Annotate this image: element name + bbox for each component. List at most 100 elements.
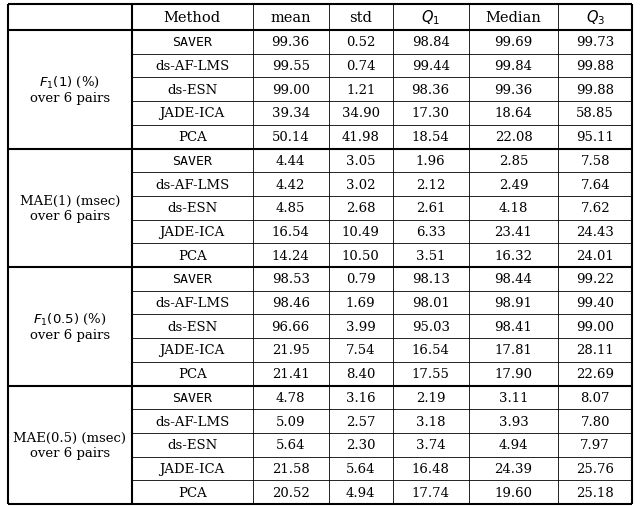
Text: 3.74: 3.74 (416, 438, 445, 451)
Text: 4.78: 4.78 (276, 391, 305, 404)
Text: 17.81: 17.81 (495, 344, 532, 357)
Text: 0.52: 0.52 (346, 36, 375, 49)
Text: 99.88: 99.88 (576, 60, 614, 73)
Text: 7.97: 7.97 (580, 438, 610, 451)
Text: 96.66: 96.66 (271, 320, 310, 333)
Text: 22.69: 22.69 (576, 367, 614, 380)
Text: ds-ESN: ds-ESN (167, 438, 217, 451)
Text: 17.30: 17.30 (412, 107, 450, 120)
Text: ds-AF-LMS: ds-AF-LMS (155, 178, 229, 191)
Text: ds-AF-LMS: ds-AF-LMS (155, 60, 229, 73)
Text: 2.68: 2.68 (346, 202, 376, 215)
Text: 24.01: 24.01 (577, 249, 614, 262)
Text: 0.79: 0.79 (346, 273, 376, 286)
Text: ds-ESN: ds-ESN (167, 320, 217, 333)
Text: SAVER: SAVER (172, 36, 212, 49)
Text: JADE-ICA: JADE-ICA (159, 107, 225, 120)
Text: JADE-ICA: JADE-ICA (159, 344, 225, 357)
Text: 99.44: 99.44 (412, 60, 450, 73)
Text: 6.33: 6.33 (416, 225, 445, 239)
Text: 4.94: 4.94 (346, 486, 376, 499)
Text: 99.36: 99.36 (495, 83, 532, 97)
Text: SAVER: SAVER (172, 273, 212, 286)
Text: 2.49: 2.49 (499, 178, 528, 191)
Text: ds-ESN: ds-ESN (167, 83, 217, 97)
Text: 24.39: 24.39 (495, 462, 532, 475)
Text: 21.41: 21.41 (272, 367, 310, 380)
Text: 17.90: 17.90 (495, 367, 532, 380)
Text: 7.80: 7.80 (580, 415, 610, 428)
Text: Method: Method (164, 11, 221, 25)
Text: Median: Median (486, 11, 541, 25)
Text: 8.40: 8.40 (346, 367, 375, 380)
Text: 14.24: 14.24 (272, 249, 310, 262)
Text: $Q_1$: $Q_1$ (421, 9, 440, 27)
Text: 1.96: 1.96 (416, 155, 445, 167)
Text: 99.84: 99.84 (495, 60, 532, 73)
Text: 99.36: 99.36 (271, 36, 310, 49)
Text: 99.00: 99.00 (576, 320, 614, 333)
Text: 28.11: 28.11 (577, 344, 614, 357)
Text: 1.69: 1.69 (346, 296, 376, 309)
Text: 3.18: 3.18 (416, 415, 445, 428)
Text: PCA: PCA (178, 249, 207, 262)
Text: ds-AF-LMS: ds-AF-LMS (155, 296, 229, 309)
Text: 99.55: 99.55 (271, 60, 310, 73)
Text: 16.54: 16.54 (412, 344, 449, 357)
Text: 95.03: 95.03 (412, 320, 450, 333)
Text: 25.76: 25.76 (576, 462, 614, 475)
Text: 23.41: 23.41 (495, 225, 532, 239)
Text: 25.18: 25.18 (577, 486, 614, 499)
Text: 41.98: 41.98 (342, 131, 380, 144)
Text: 3.16: 3.16 (346, 391, 376, 404)
Text: 98.36: 98.36 (412, 83, 450, 97)
Text: 7.62: 7.62 (580, 202, 610, 215)
Text: $Q_3$: $Q_3$ (586, 9, 605, 27)
Text: 98.53: 98.53 (271, 273, 310, 286)
Text: 4.44: 4.44 (276, 155, 305, 167)
Text: PCA: PCA (178, 367, 207, 380)
Text: 17.55: 17.55 (412, 367, 449, 380)
Text: 99.00: 99.00 (271, 83, 310, 97)
Text: 4.85: 4.85 (276, 202, 305, 215)
Text: 0.74: 0.74 (346, 60, 376, 73)
Text: 34.90: 34.90 (342, 107, 380, 120)
Text: 2.12: 2.12 (416, 178, 445, 191)
Text: 99.22: 99.22 (576, 273, 614, 286)
Text: 7.54: 7.54 (346, 344, 376, 357)
Text: 98.44: 98.44 (495, 273, 532, 286)
Text: MAE(0.5) (msec)
over 6 pairs: MAE(0.5) (msec) over 6 pairs (13, 431, 126, 459)
Text: 5.09: 5.09 (276, 415, 305, 428)
Text: 99.88: 99.88 (576, 83, 614, 97)
Text: 4.42: 4.42 (276, 178, 305, 191)
Text: 99.69: 99.69 (495, 36, 532, 49)
Text: 17.74: 17.74 (412, 486, 450, 499)
Text: 8.07: 8.07 (580, 391, 610, 404)
Text: 16.54: 16.54 (272, 225, 310, 239)
Text: 2.57: 2.57 (346, 415, 376, 428)
Text: 98.01: 98.01 (412, 296, 449, 309)
Text: 3.11: 3.11 (499, 391, 528, 404)
Text: PCA: PCA (178, 131, 207, 144)
Text: 50.14: 50.14 (272, 131, 310, 144)
Text: 10.49: 10.49 (342, 225, 380, 239)
Text: 20.52: 20.52 (272, 486, 310, 499)
Text: std: std (349, 11, 372, 25)
Text: 3.05: 3.05 (346, 155, 376, 167)
Text: 98.91: 98.91 (495, 296, 532, 309)
Text: ds-ESN: ds-ESN (167, 202, 217, 215)
Text: 58.85: 58.85 (577, 107, 614, 120)
Text: 3.51: 3.51 (416, 249, 445, 262)
Text: 98.41: 98.41 (495, 320, 532, 333)
Text: SAVER: SAVER (172, 391, 212, 404)
Text: 24.43: 24.43 (576, 225, 614, 239)
Text: $F_1(1)$ (%)
over 6 pairs: $F_1(1)$ (%) over 6 pairs (29, 75, 110, 105)
Text: 2.85: 2.85 (499, 155, 528, 167)
Text: MAE(1) (msec)
over 6 pairs: MAE(1) (msec) over 6 pairs (20, 194, 120, 222)
Text: 95.11: 95.11 (576, 131, 614, 144)
Text: 2.30: 2.30 (346, 438, 376, 451)
Text: 4.18: 4.18 (499, 202, 528, 215)
Text: 10.50: 10.50 (342, 249, 380, 262)
Text: 4.94: 4.94 (499, 438, 528, 451)
Text: 18.54: 18.54 (412, 131, 449, 144)
